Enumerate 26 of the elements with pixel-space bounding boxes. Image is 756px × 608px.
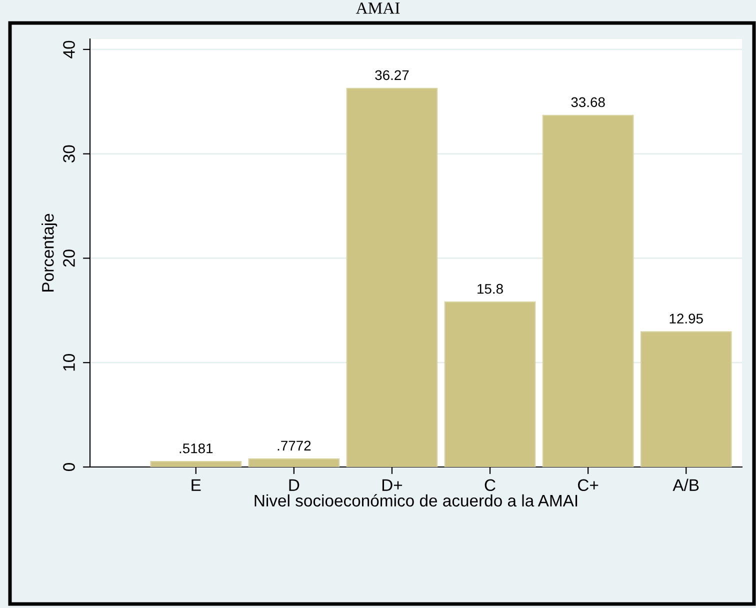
bar xyxy=(346,88,438,467)
data-label: .5181 xyxy=(180,443,213,454)
y-tick-label: 30 xyxy=(63,145,75,162)
y-tick-label: 20 xyxy=(63,250,75,267)
bar xyxy=(640,331,732,467)
y-tick-label: 10 xyxy=(63,354,75,371)
x-tick-label: D+ xyxy=(382,479,402,491)
y-tick-label: 40 xyxy=(63,40,75,58)
x-tick-label: C+ xyxy=(578,479,598,492)
data-label: 15.8 xyxy=(478,284,503,294)
bar xyxy=(150,461,242,467)
x-tick-label: A/B xyxy=(672,478,699,492)
x-tick-label: E xyxy=(192,479,201,491)
chart-title: AMAI xyxy=(356,2,400,14)
y-axis-title: Porcentaje xyxy=(42,214,58,292)
x-tick-label: C xyxy=(484,479,496,492)
data-label: 36.27 xyxy=(375,70,409,80)
bar xyxy=(444,302,536,467)
data-label: 12.95 xyxy=(670,314,703,324)
data-label: 33.68 xyxy=(571,97,605,108)
bar xyxy=(248,458,340,467)
x-tick-label: D xyxy=(289,479,300,491)
data-label: .7772 xyxy=(278,440,311,450)
y-tick-label: 0 xyxy=(63,463,75,471)
x-axis-title: Nivel socioeconómico de acuerdo a la AMAI xyxy=(254,494,578,507)
bar xyxy=(542,114,634,467)
